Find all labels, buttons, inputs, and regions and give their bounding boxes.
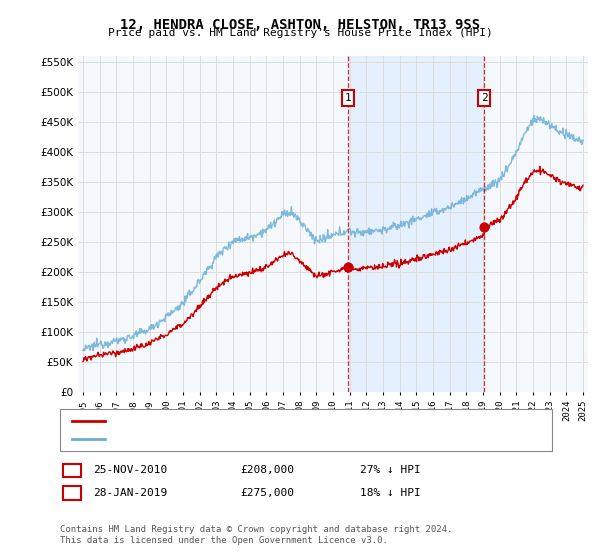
- Text: HPI: Average price, detached house, Cornwall: HPI: Average price, detached house, Corn…: [111, 434, 386, 444]
- Text: 18% ↓ HPI: 18% ↓ HPI: [360, 488, 421, 498]
- Text: 28-JAN-2019: 28-JAN-2019: [93, 488, 167, 498]
- Point: [343, 263, 353, 272]
- Bar: [348, 56, 484, 392]
- Text: 2: 2: [68, 488, 76, 498]
- Text: 2: 2: [481, 93, 488, 103]
- Text: 1: 1: [68, 465, 76, 475]
- Point: [479, 222, 489, 231]
- Text: £208,000: £208,000: [240, 465, 294, 475]
- Text: 12, HENDRA CLOSE, ASHTON, HELSTON, TR13 9SS (detached house): 12, HENDRA CLOSE, ASHTON, HELSTON, TR13 …: [111, 416, 486, 426]
- Text: Contains HM Land Registry data © Crown copyright and database right 2024.
This d: Contains HM Land Registry data © Crown c…: [60, 525, 452, 545]
- Text: 1: 1: [344, 93, 352, 103]
- Text: £275,000: £275,000: [240, 488, 294, 498]
- Text: Price paid vs. HM Land Registry's House Price Index (HPI): Price paid vs. HM Land Registry's House …: [107, 28, 493, 38]
- Text: 25-NOV-2010: 25-NOV-2010: [93, 465, 167, 475]
- Text: 27% ↓ HPI: 27% ↓ HPI: [360, 465, 421, 475]
- Text: 12, HENDRA CLOSE, ASHTON, HELSTON, TR13 9SS: 12, HENDRA CLOSE, ASHTON, HELSTON, TR13 …: [120, 18, 480, 32]
